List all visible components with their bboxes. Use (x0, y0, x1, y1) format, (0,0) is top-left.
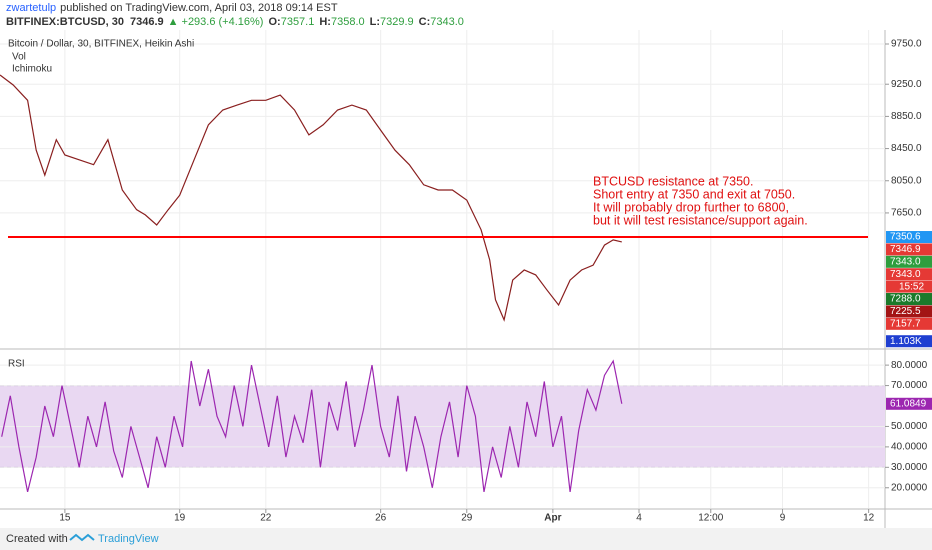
price-badge (886, 317, 932, 330)
footer-brand[interactable]: TradingView (98, 533, 159, 545)
y-tick-label: 30.0000 (891, 462, 928, 473)
x-tick-label: 4 (636, 513, 642, 524)
y-tick-label: 40.0000 (891, 442, 928, 453)
price-badge (886, 335, 932, 348)
x-tick-label: 15 (59, 513, 71, 524)
price-badge-label: 7343.0 (890, 269, 921, 280)
annotation: BTCUSD resistance at 7350. (593, 174, 754, 188)
y-tick-label: 8050.0 (891, 175, 922, 186)
price-badge (886, 305, 932, 318)
rsi-badge-label: 61.0849 (890, 398, 927, 409)
annotation: It will probably drop further to 6800, (593, 200, 789, 214)
ohlc-key: C: (419, 16, 431, 28)
y-tick-label: 70.0000 (891, 380, 928, 391)
published: published on TradingView.com, April 03, … (60, 2, 338, 14)
y-tick-label: 9750.0 (891, 39, 922, 50)
y-tick-label: 8450.0 (891, 143, 922, 154)
x-tick-label: 12:00 (698, 513, 723, 524)
pane-title: RSI (8, 359, 25, 370)
price-badge (886, 243, 932, 256)
y-tick-label: 9250.0 (891, 79, 922, 90)
price-badge-label: 7346.9 (890, 244, 921, 255)
ohlc-key: L: (370, 16, 380, 28)
footer-created: Created with (6, 533, 68, 545)
y-tick-label: 80.0000 (891, 360, 928, 371)
y-tick-label: 20.0000 (891, 482, 928, 493)
price-badge (886, 268, 932, 281)
pane-title: Bitcoin / Dollar, 30, BITFINEX, Heikin A… (8, 39, 194, 50)
ohlc-value: 7329.9 (380, 16, 414, 28)
change: +293.6 (+4.16%) (182, 16, 264, 28)
symbol: BITFINEX:BTCUSD, 30 (6, 16, 124, 28)
x-tick-label: 22 (260, 513, 272, 524)
indicator-label: Vol (12, 52, 26, 63)
series-line (0, 74, 622, 322)
y-tick-label: 8850.0 (891, 111, 922, 122)
last-price: 7346.9 (130, 16, 164, 28)
price-badge-label: 1.103K (890, 336, 922, 347)
x-tick-label: 26 (375, 513, 387, 524)
price-badge-label: 7157.7 (890, 318, 921, 329)
footer-bar (0, 528, 932, 550)
ohlc-key: O: (268, 16, 280, 28)
change-arrow: ▲ (168, 16, 179, 28)
resistance-badge (886, 231, 932, 244)
price-badge-label: 15:52 (899, 281, 924, 292)
x-tick-label: 9 (780, 513, 786, 524)
price-badge-label: 7225.5 (890, 306, 921, 317)
price-badge (886, 280, 932, 293)
indicator-label: Ichimoku (12, 64, 52, 75)
price-badge (886, 255, 932, 268)
x-tick-label: 29 (461, 513, 473, 524)
x-tick-label: Apr (544, 513, 561, 524)
resistance-badge-label: 7350.6 (890, 232, 921, 243)
annotation: but it will test resistance/support agai… (593, 213, 808, 227)
annotation: Short entry at 7350 and exit at 7050. (593, 187, 795, 201)
ohlc-value: 7358.0 (331, 16, 365, 28)
x-tick-label: 19 (174, 513, 186, 524)
y-tick-label: 7650.0 (891, 208, 922, 219)
y-tick-label: 50.0000 (891, 421, 928, 432)
rsi-badge (886, 397, 932, 410)
series-line (1, 359, 623, 493)
x-tick-label: 12 (863, 513, 875, 524)
header-line: BITFINEX:BTCUSD, 30 7346.9 ▲ +293.6 (+4.16%… (6, 16, 464, 28)
ohlc-value: 7357.1 (281, 16, 315, 28)
price-badge-label: 7288.0 (890, 294, 921, 305)
price-badge-label: 7343.0 (890, 256, 921, 267)
ohlc-key: H: (319, 16, 331, 28)
ohlc-value: 7343.0 (430, 16, 464, 28)
author[interactable]: zwartetulp (6, 2, 56, 14)
price-badge (886, 293, 932, 306)
logo (69, 533, 95, 542)
